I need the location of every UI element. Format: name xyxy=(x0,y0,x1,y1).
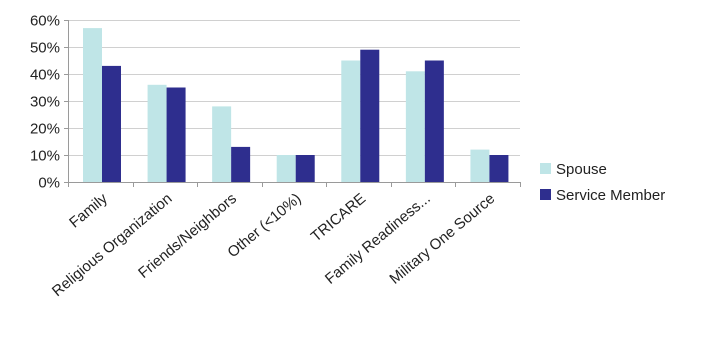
bar-service-member xyxy=(295,155,315,182)
bar-spouse xyxy=(470,149,490,182)
gridlines xyxy=(68,20,520,156)
y-tick-label: 50% xyxy=(30,40,60,57)
y-tick-label: 0% xyxy=(38,175,60,192)
y-axis-ticks: 0% 10% 20% 30% 40% 50% 60% xyxy=(30,13,60,192)
axes xyxy=(64,20,521,187)
bar-service-member xyxy=(489,155,509,182)
bar-service-member xyxy=(102,65,121,182)
x-category-label: Family Readiness... xyxy=(322,190,434,288)
y-tick-label: 30% xyxy=(30,94,60,111)
legend-swatch xyxy=(540,163,551,174)
bar-service-member xyxy=(231,146,251,182)
bar-service-member xyxy=(166,87,186,182)
x-category-label: Religious Organization xyxy=(49,190,176,300)
bar-spouse xyxy=(405,71,425,182)
bar-spouse xyxy=(147,84,167,182)
x-category-label: Family xyxy=(66,190,111,232)
bars xyxy=(83,28,509,183)
bar-spouse xyxy=(212,106,232,182)
bar-spouse xyxy=(83,28,102,182)
legend-label: Service Member xyxy=(556,187,665,204)
x-category-label: TRICARE xyxy=(308,190,369,245)
y-tick-label: 40% xyxy=(30,67,60,84)
y-tick-label: 20% xyxy=(30,121,60,138)
y-tick-label: 60% xyxy=(30,13,60,30)
legend: Spouse Service Member xyxy=(540,161,665,204)
bar-spouse xyxy=(341,60,361,182)
bar-service-member xyxy=(424,60,444,182)
legend-swatch xyxy=(540,189,551,200)
bar-service-member xyxy=(360,49,380,183)
x-category-label: Military One Source xyxy=(386,190,498,288)
legend-label: Spouse xyxy=(556,161,607,178)
y-tick-label: 10% xyxy=(30,148,60,165)
bar-spouse xyxy=(276,155,296,182)
